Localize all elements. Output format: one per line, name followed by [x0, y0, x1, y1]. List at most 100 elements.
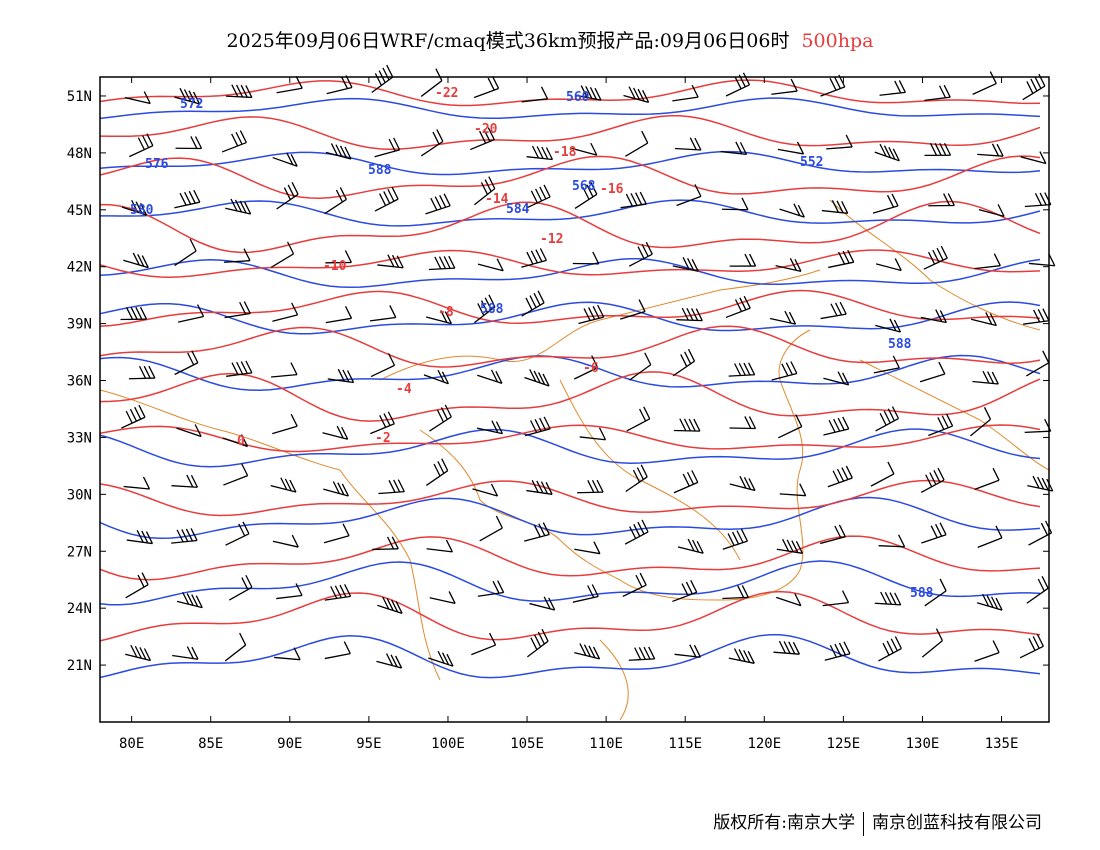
wind-barb: [120, 306, 148, 321]
wind-barb: [821, 200, 849, 214]
lon-tick-label: 135E: [985, 736, 1019, 752]
wind-barb: [224, 632, 247, 662]
credit-right: 南京创蓝科技有限公司: [872, 813, 1042, 833]
wind-barb: [521, 248, 548, 268]
contour-label-layer: 572576580588560552568584588588588-22-20-…: [130, 86, 934, 601]
wind-barb: [974, 640, 1000, 662]
height-contour-label: 560: [566, 90, 590, 105]
wind-barb: [676, 184, 702, 207]
wind-barb: [572, 251, 600, 265]
height-contour-line: [99, 150, 1041, 176]
wind-barb: [777, 141, 805, 155]
temperature-contour-line: [99, 289, 1041, 327]
boundary-line: [829, 199, 1041, 331]
wind-barb: [577, 479, 604, 494]
wind-barb: [773, 640, 800, 655]
wind-barb: [178, 304, 205, 323]
wind-barb: [824, 641, 851, 661]
wind-barb: [271, 362, 298, 378]
chart-title: 2025年09月06日WRF/cmaq模式36km预报产品:09月06日06时 5…: [0, 26, 1100, 53]
wind-barb: [471, 632, 497, 656]
wind-barb: [370, 353, 396, 378]
temperature-contour-line: [99, 325, 1041, 368]
wind-barb: [325, 306, 353, 324]
wind-barb: [123, 252, 149, 269]
wind-barb: [378, 479, 405, 495]
wind-barb: [977, 143, 1004, 157]
wind-barb: [425, 193, 451, 215]
wind-barb: [123, 476, 151, 490]
lat-tick-label: 42N: [67, 260, 92, 276]
height-contour-label: 584: [506, 202, 530, 217]
wind-barb: [928, 413, 954, 437]
wind-barb: [128, 365, 156, 380]
boundary-line: [339, 469, 441, 681]
wind-barb: [625, 130, 649, 157]
wind-barb: [125, 644, 152, 662]
lon-tick-label: 125E: [827, 736, 861, 752]
wind-barb: [875, 258, 902, 272]
wind-barb: [176, 591, 203, 609]
wind-barb: [769, 310, 797, 325]
wind-barb: [827, 465, 853, 488]
temperature-contour-line: [99, 371, 1041, 422]
wind-barb: [276, 182, 299, 210]
wind-barb: [272, 534, 299, 548]
temperature-contour-label: -6: [583, 361, 599, 376]
height-contour-label: 588: [480, 302, 504, 317]
wind-barb: [672, 257, 699, 272]
wind-barb: [728, 648, 755, 664]
wind-barb: [526, 479, 553, 495]
boundary-line: [379, 269, 821, 381]
wind-barb: [377, 596, 403, 614]
wind-barb: [174, 87, 201, 105]
wind-barb: [128, 133, 154, 158]
wind-barb: [272, 152, 298, 167]
wind-barb: [771, 361, 798, 381]
wind-barb: [270, 241, 295, 268]
wind-barb: [623, 86, 650, 103]
temperature-contour-line: [99, 424, 1041, 453]
wind-barb: [828, 249, 855, 269]
temperature-contour-label: -2: [375, 431, 391, 446]
wind-barb: [1026, 350, 1050, 377]
wind-barb: [878, 636, 902, 662]
wind-barb: [377, 254, 404, 269]
wind-barb: [875, 406, 900, 432]
wind-barb: [977, 525, 1003, 548]
wind-barb: [823, 371, 850, 386]
wind-barb: [674, 644, 702, 658]
wind-barb: [225, 198, 252, 215]
wind-barb: [879, 80, 906, 96]
wind-barb: [323, 523, 350, 544]
wind-barb: [526, 145, 554, 161]
wind-barb: [972, 370, 999, 385]
temperature-contour-line: [99, 590, 1041, 642]
wind-barb: [878, 534, 906, 548]
wind-barb: [1024, 192, 1052, 208]
wind-barb: [374, 186, 399, 212]
temperature-contour-line: [99, 200, 1041, 254]
wind-barb: [322, 425, 349, 440]
title-main: 2025年09月06日WRF/cmaq模式36km预报产品:09月06日06时: [226, 30, 790, 52]
wind-barb: [676, 307, 703, 322]
wind-barb: [325, 143, 352, 160]
wind-barb: [274, 647, 301, 661]
wind-barb: [779, 203, 805, 218]
wind-barb: [276, 75, 303, 94]
height-contour-label: 576: [145, 157, 169, 172]
wind-barb: [928, 193, 955, 207]
lon-tick-label: 100E: [431, 736, 465, 752]
wind-barb: [521, 86, 549, 103]
wind-barb: [327, 368, 355, 384]
wind-barb: [428, 650, 454, 667]
boundary-line: [599, 639, 629, 721]
wind-barb: [223, 463, 249, 486]
wind-barb: [672, 580, 698, 603]
lat-tick-label: 33N: [67, 430, 92, 446]
wind-barb: [225, 521, 250, 546]
wind-barb: [728, 362, 756, 377]
lon-tick-label: 95E: [356, 736, 381, 752]
wind-barb: [578, 304, 605, 325]
wind-barb: [477, 369, 503, 384]
